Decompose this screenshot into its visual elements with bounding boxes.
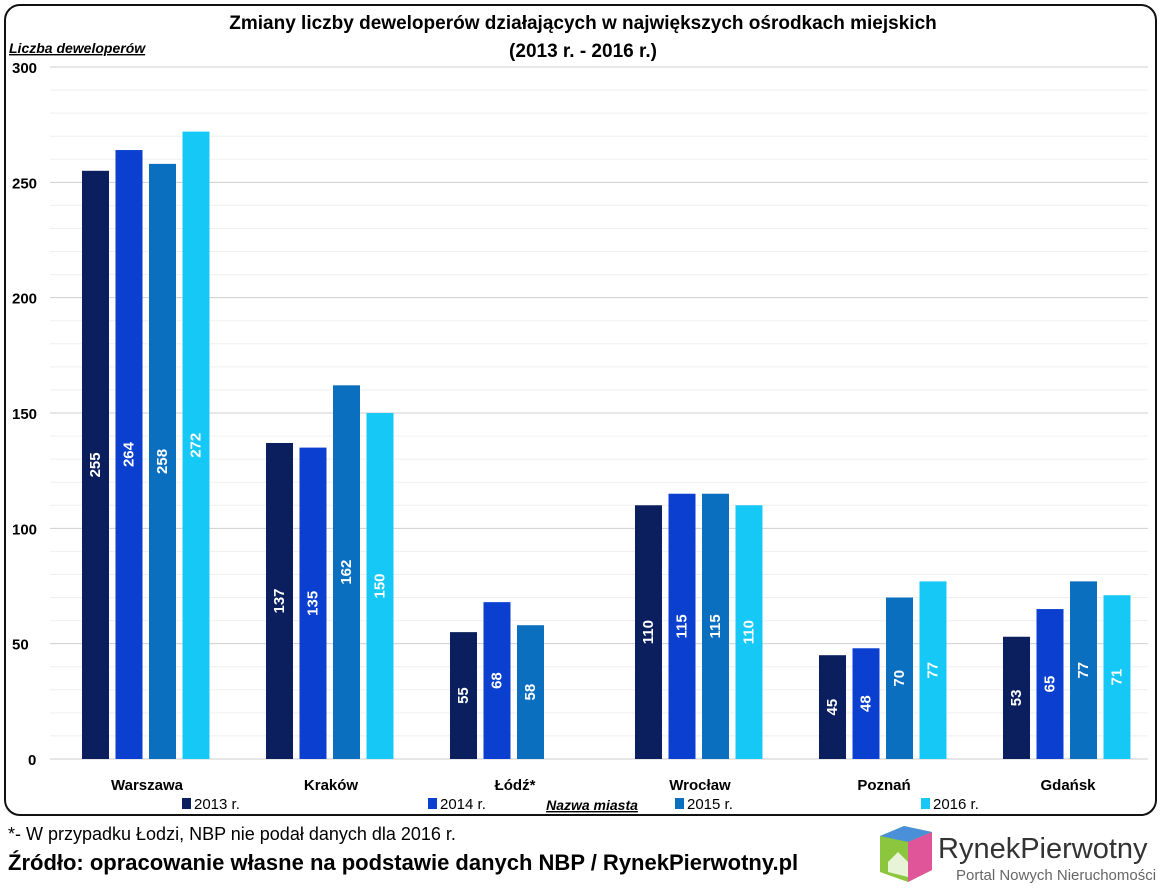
bar: [115, 150, 143, 760]
bar: [483, 602, 511, 759]
bar: [1036, 609, 1064, 759]
chart-subtitle: (2013 r. - 2016 r.): [509, 41, 657, 62]
data-label: 110: [741, 620, 758, 644]
x-axis-label: Nazwa miasta: [546, 797, 638, 813]
bar: [635, 505, 662, 759]
data-label: 135: [305, 591, 322, 616]
logo-tagline: Portal Nowych Nieruchomości: [956, 867, 1156, 884]
x-tick-label: Gdańsk: [1040, 777, 1096, 794]
chart-frame: [4, 4, 1157, 816]
legend-label: 2014 r.: [440, 796, 486, 813]
data-label: 162: [338, 560, 355, 585]
x-tick-label: Łódź*: [495, 777, 536, 794]
data-label: 137: [271, 588, 288, 613]
data-label: 65: [1042, 676, 1059, 693]
bar: [182, 131, 210, 759]
data-label: 77: [1075, 662, 1092, 679]
legend-swatch: [921, 798, 930, 809]
data-label: 258: [154, 449, 171, 474]
data-label: 55: [455, 687, 472, 704]
legend-swatch: [182, 798, 191, 809]
x-tick-label: Warszawa: [111, 777, 184, 794]
bar: [735, 505, 763, 759]
footnote: *- W przypadku Łodzi, NBP nie podał dany…: [8, 824, 456, 844]
data-label: 150: [372, 573, 389, 598]
x-tick-label: Kraków: [304, 777, 359, 794]
chart-title: Zmiany liczby deweloperów działających w…: [229, 13, 937, 34]
bar: [366, 413, 394, 759]
logo-name: RynekPierwotny: [938, 833, 1148, 865]
data-label: 264: [121, 441, 138, 467]
x-tick-label: Wrocław: [669, 777, 731, 794]
bar: [149, 163, 176, 759]
bar: [819, 655, 846, 759]
bar: [1070, 581, 1097, 759]
bar: [82, 170, 109, 760]
legend-label: 2013 r.: [194, 796, 240, 813]
bar-chart: Zmiany liczby deweloperów działających w…: [9, 13, 1148, 813]
bar: [266, 442, 293, 759]
legend-label: 2015 r.: [687, 796, 733, 813]
data-label: 58: [522, 684, 539, 701]
y-tick-label: 50: [12, 637, 29, 654]
y-tick-label: 150: [12, 406, 37, 423]
bar: [1103, 595, 1131, 759]
data-label: 53: [1008, 690, 1025, 707]
data-label: 71: [1109, 669, 1126, 686]
data-label: 255: [87, 452, 104, 477]
data-label: 115: [674, 614, 691, 638]
bar: [852, 648, 880, 759]
bar: [299, 447, 327, 759]
y-tick-label: 0: [28, 752, 36, 769]
bar: [333, 385, 360, 759]
data-label: 70: [891, 670, 908, 687]
bar: [668, 493, 696, 759]
x-tick-label: Poznań: [857, 777, 910, 794]
data-label: 272: [188, 433, 205, 458]
bar: [919, 581, 947, 759]
y-tick-label: 300: [12, 60, 37, 77]
legend-swatch: [428, 798, 437, 809]
y-axis-label: Liczba deweloperów: [9, 40, 146, 56]
data-label: 115: [707, 614, 724, 638]
y-tick-label: 250: [12, 175, 37, 192]
bar: [1003, 636, 1030, 759]
rynekpierwotny-logo: RynekPierwotny Portal Nowych Nieruchomoś…: [880, 826, 1156, 884]
source-note: Źródło: opracowanie własne na podstawie …: [8, 850, 799, 875]
data-label: 110: [640, 620, 657, 644]
legend-label: 2016 r.: [933, 796, 979, 813]
bar: [450, 632, 477, 759]
bar: [702, 493, 729, 759]
legend-swatch: [675, 798, 684, 809]
data-label: 45: [824, 699, 841, 716]
data-label: 48: [858, 695, 875, 712]
data-label: 77: [925, 662, 942, 679]
data-label: 68: [489, 672, 506, 689]
bar: [517, 625, 544, 759]
y-tick-label: 200: [12, 291, 37, 308]
y-tick-label: 100: [12, 521, 37, 538]
bar: [886, 597, 913, 759]
